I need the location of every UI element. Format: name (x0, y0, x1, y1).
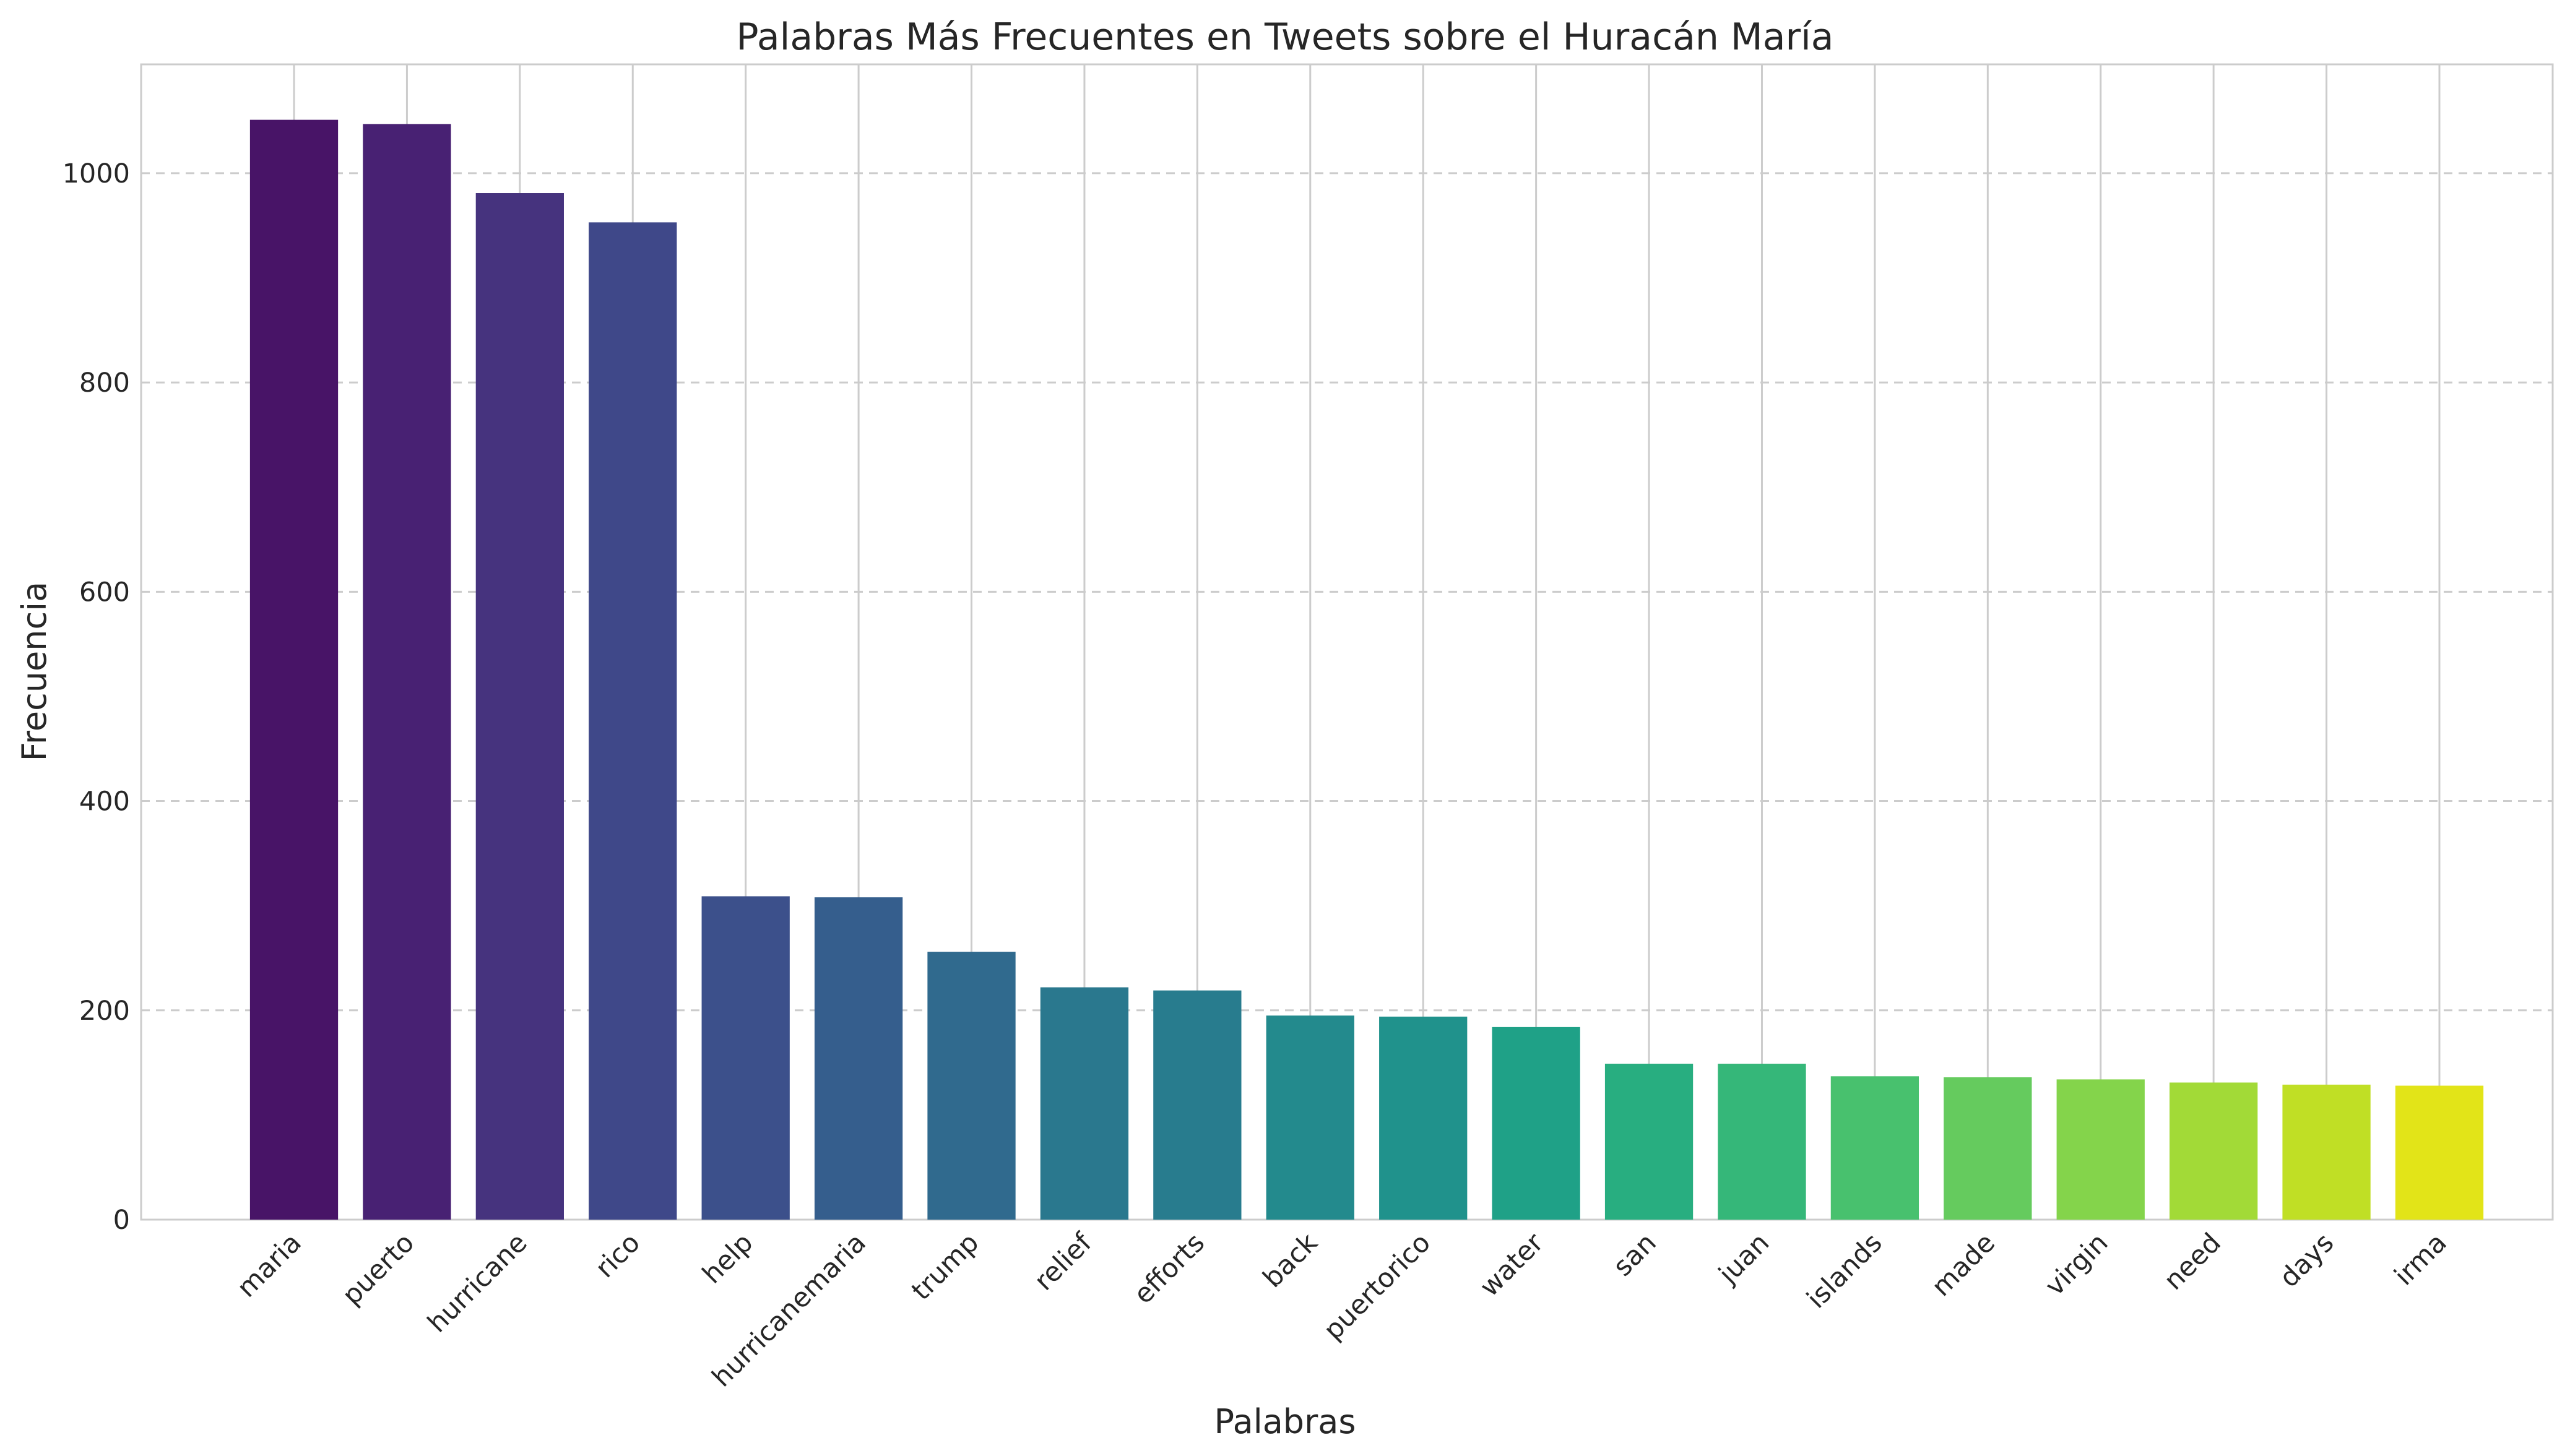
bar-islands (1830, 1076, 1919, 1220)
y-tick-label: 600 (79, 577, 130, 608)
bars (249, 119, 2484, 1220)
bar-days (2282, 1084, 2371, 1220)
y-axis-ticks: 0 200 400 600 800 1000 (63, 158, 130, 1236)
bar-water (1492, 1027, 1580, 1220)
bar-irma (2395, 1085, 2484, 1220)
bar-puertorico (1379, 1016, 1468, 1220)
chart-title: Palabras Más Frecuentes en Tweets sobre … (736, 15, 1833, 59)
bar-made (1944, 1077, 2032, 1220)
bar-trump (927, 952, 1016, 1220)
bar-efforts (1153, 990, 1242, 1220)
y-axis-label: Frecuencia (15, 582, 54, 762)
y-tick-label: 200 (79, 996, 130, 1027)
bar-virgin (2056, 1079, 2145, 1220)
bar-juan (1718, 1064, 1806, 1220)
x-axis-label: Palabras (1214, 1402, 1356, 1441)
y-tick-label: 0 (113, 1205, 130, 1236)
bar-maria (249, 119, 339, 1220)
y-tick-label: 1000 (63, 158, 130, 189)
y-tick-label: 800 (79, 368, 130, 398)
bar-hurricane (475, 193, 564, 1220)
bar-help (701, 896, 790, 1220)
bar-back (1266, 1015, 1354, 1220)
bar-san (1604, 1064, 1694, 1220)
bar-puerto (363, 124, 451, 1220)
bar-rico (589, 222, 677, 1220)
bar-need (2170, 1082, 2258, 1220)
y-tick-label: 400 (79, 786, 130, 817)
bar-hurricanemaria (814, 897, 903, 1220)
bar-relief (1040, 987, 1129, 1220)
